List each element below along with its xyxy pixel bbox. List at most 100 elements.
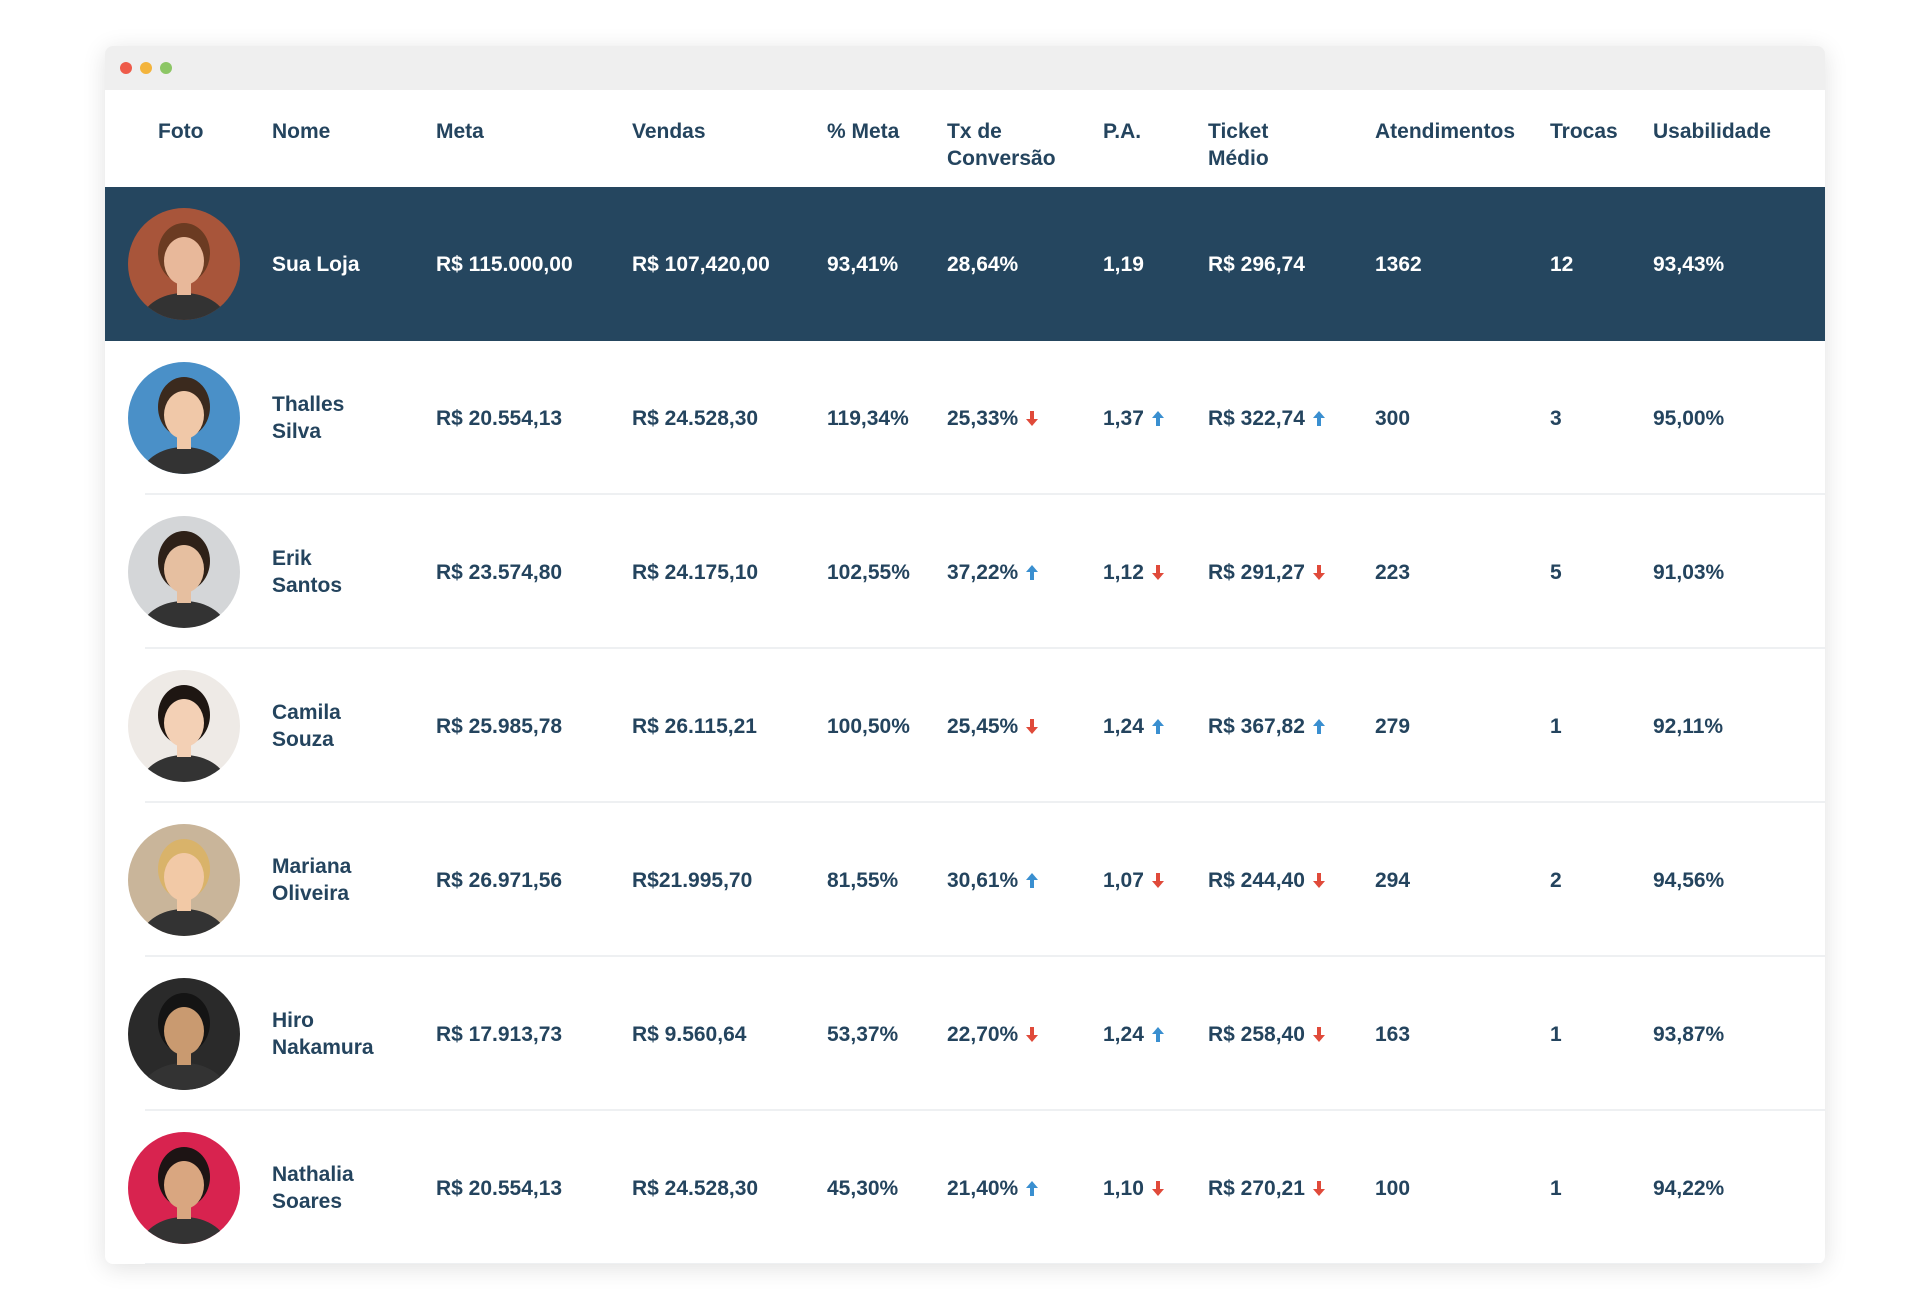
trocas-cell: 2 xyxy=(1550,867,1562,894)
usabilidade-cell: 94,56% xyxy=(1653,867,1724,894)
trend-arrow-down xyxy=(1312,564,1325,580)
tx-cell: 22,70% xyxy=(947,1021,1040,1048)
usabilidade: 93,43% xyxy=(1653,252,1725,276)
trocas: 5 xyxy=(1550,560,1562,584)
usabilidade: 91,03% xyxy=(1653,560,1725,584)
name-cell: Mariana Oliveira xyxy=(272,853,387,907)
atendimentos: 100 xyxy=(1375,1176,1411,1200)
column-header: Nome xyxy=(272,120,331,143)
atendimentos: 300 xyxy=(1375,406,1411,430)
row-separator xyxy=(145,493,1825,495)
ticket-cell: R$ 296,74 xyxy=(1208,251,1305,278)
tx: 21,40% xyxy=(947,1176,1019,1200)
trocas-cell: 5 xyxy=(1550,559,1562,586)
trend-arrow-up xyxy=(1312,410,1325,426)
table-row: Thalles Silva R$ 20.554,13 R$ 24.528,30 119… xyxy=(105,341,1825,495)
meta-cell: R$ 17.913,73 xyxy=(436,1021,562,1048)
tx: 25,45% xyxy=(947,714,1019,738)
atendimentos-cell: 223 xyxy=(1375,559,1410,586)
name-cell: Camila Souza xyxy=(272,699,387,753)
usabilidade-cell: 93,87% xyxy=(1653,1021,1724,1048)
trocas-cell: 12 xyxy=(1550,251,1573,278)
column-header: P.A. xyxy=(1103,120,1142,143)
vendas: R$ 24.528,30 xyxy=(632,406,759,430)
meta-cell: R$ 20.554,13 xyxy=(436,405,562,432)
column-header: Vendas xyxy=(632,120,706,143)
avatar xyxy=(128,516,240,628)
vendas-cell: R$ 24.175,10 xyxy=(632,559,758,586)
column-header: % Meta xyxy=(827,120,900,143)
pa: 1,24 xyxy=(1103,714,1144,738)
name-cell: Thalles Silva xyxy=(272,391,387,445)
pa: 1,10 xyxy=(1103,1176,1144,1200)
usabilidade-cell: 91,03% xyxy=(1653,559,1724,586)
pa-cell: 1,10 xyxy=(1103,1175,1166,1202)
usabilidade: 95,00% xyxy=(1653,406,1725,430)
atendimentos-cell: 294 xyxy=(1375,867,1410,894)
trend-arrow-down xyxy=(1151,564,1164,580)
trocas: 1 xyxy=(1550,1176,1562,1200)
trocas: 1 xyxy=(1550,714,1562,738)
name: Hiro Nakamura xyxy=(272,1009,374,1059)
pct-meta-cell: 93,41% xyxy=(827,251,898,278)
avatar xyxy=(128,362,240,474)
vendas-cell: R$ 24.528,30 xyxy=(632,405,758,432)
meta-cell: R$ 26.971,56 xyxy=(436,867,562,894)
pct-meta: 45,30% xyxy=(827,1176,899,1200)
usabilidade-cell: 93,43% xyxy=(1653,251,1724,278)
atendimentos: 223 xyxy=(1375,560,1411,584)
pa: 1,19 xyxy=(1103,252,1144,276)
name-cell: Sua Loja xyxy=(272,251,387,278)
trend-arrow-down xyxy=(1026,718,1039,734)
column-header: Usabilidade xyxy=(1653,120,1771,143)
close-dot[interactable] xyxy=(120,62,132,74)
vendas-cell: R$ 26.115,21 xyxy=(632,713,757,740)
atendimentos-cell: 100 xyxy=(1375,1175,1410,1202)
atendimentos-cell: 300 xyxy=(1375,405,1410,432)
ticket: R$ 244,40 xyxy=(1208,868,1305,892)
minimize-dot[interactable] xyxy=(140,62,152,74)
maximize-dot[interactable] xyxy=(160,62,172,74)
meta: R$ 17.913,73 xyxy=(436,1022,563,1046)
pa: 1,12 xyxy=(1103,560,1144,584)
atendimentos: 279 xyxy=(1375,714,1411,738)
row-separator xyxy=(145,647,1825,649)
tx-cell: 37,22% xyxy=(947,559,1040,586)
atendimentos-cell: 163 xyxy=(1375,1021,1410,1048)
tx-cell: 25,45% xyxy=(947,713,1040,740)
ticket: R$ 296,74 xyxy=(1208,252,1305,276)
trend-arrow-up xyxy=(1026,564,1039,580)
vendas-cell: R$ 24.528,30 xyxy=(632,1175,758,1202)
avatar xyxy=(128,208,240,320)
pa-cell: 1,12 xyxy=(1103,559,1166,586)
atendimentos: 163 xyxy=(1375,1022,1411,1046)
trocas: 12 xyxy=(1550,252,1574,276)
meta: R$ 20.554,13 xyxy=(436,406,563,430)
column-header: Ticket Médio xyxy=(1208,120,1269,170)
trend-arrow-up xyxy=(1151,1026,1164,1042)
vendas: R$ 26.115,21 xyxy=(632,714,757,738)
table-row: Nathalia Soares R$ 20.554,13 R$ 24.528,30 4… xyxy=(105,1111,1825,1264)
row-separator xyxy=(145,801,1825,803)
pa: 1,24 xyxy=(1103,1022,1144,1046)
ticket: R$ 270,21 xyxy=(1208,1176,1305,1200)
pa-cell: 1,37 xyxy=(1103,405,1166,432)
atendimentos-cell: 279 xyxy=(1375,713,1410,740)
vendas-cell: R$21.995,70 xyxy=(632,867,752,894)
pct-meta: 100,50% xyxy=(827,714,910,738)
pct-meta: 119,34% xyxy=(827,406,909,430)
ticket: R$ 291,27 xyxy=(1208,560,1305,584)
meta-cell: R$ 23.574,80 xyxy=(436,559,562,586)
pct-meta-cell: 81,55% xyxy=(827,867,898,894)
trend-arrow-down xyxy=(1312,1180,1325,1196)
ticket-cell: R$ 367,82 xyxy=(1208,713,1327,740)
vendas-cell: R$ 9.560,64 xyxy=(632,1021,746,1048)
atendimentos: 294 xyxy=(1375,868,1411,892)
pa: 1,07 xyxy=(1103,868,1144,892)
tx-cell: 30,61% xyxy=(947,867,1040,894)
pct-meta-cell: 45,30% xyxy=(827,1175,898,1202)
name-cell: Erik Santos xyxy=(272,545,387,599)
pct-meta: 53,37% xyxy=(827,1022,899,1046)
avatar xyxy=(128,824,240,936)
